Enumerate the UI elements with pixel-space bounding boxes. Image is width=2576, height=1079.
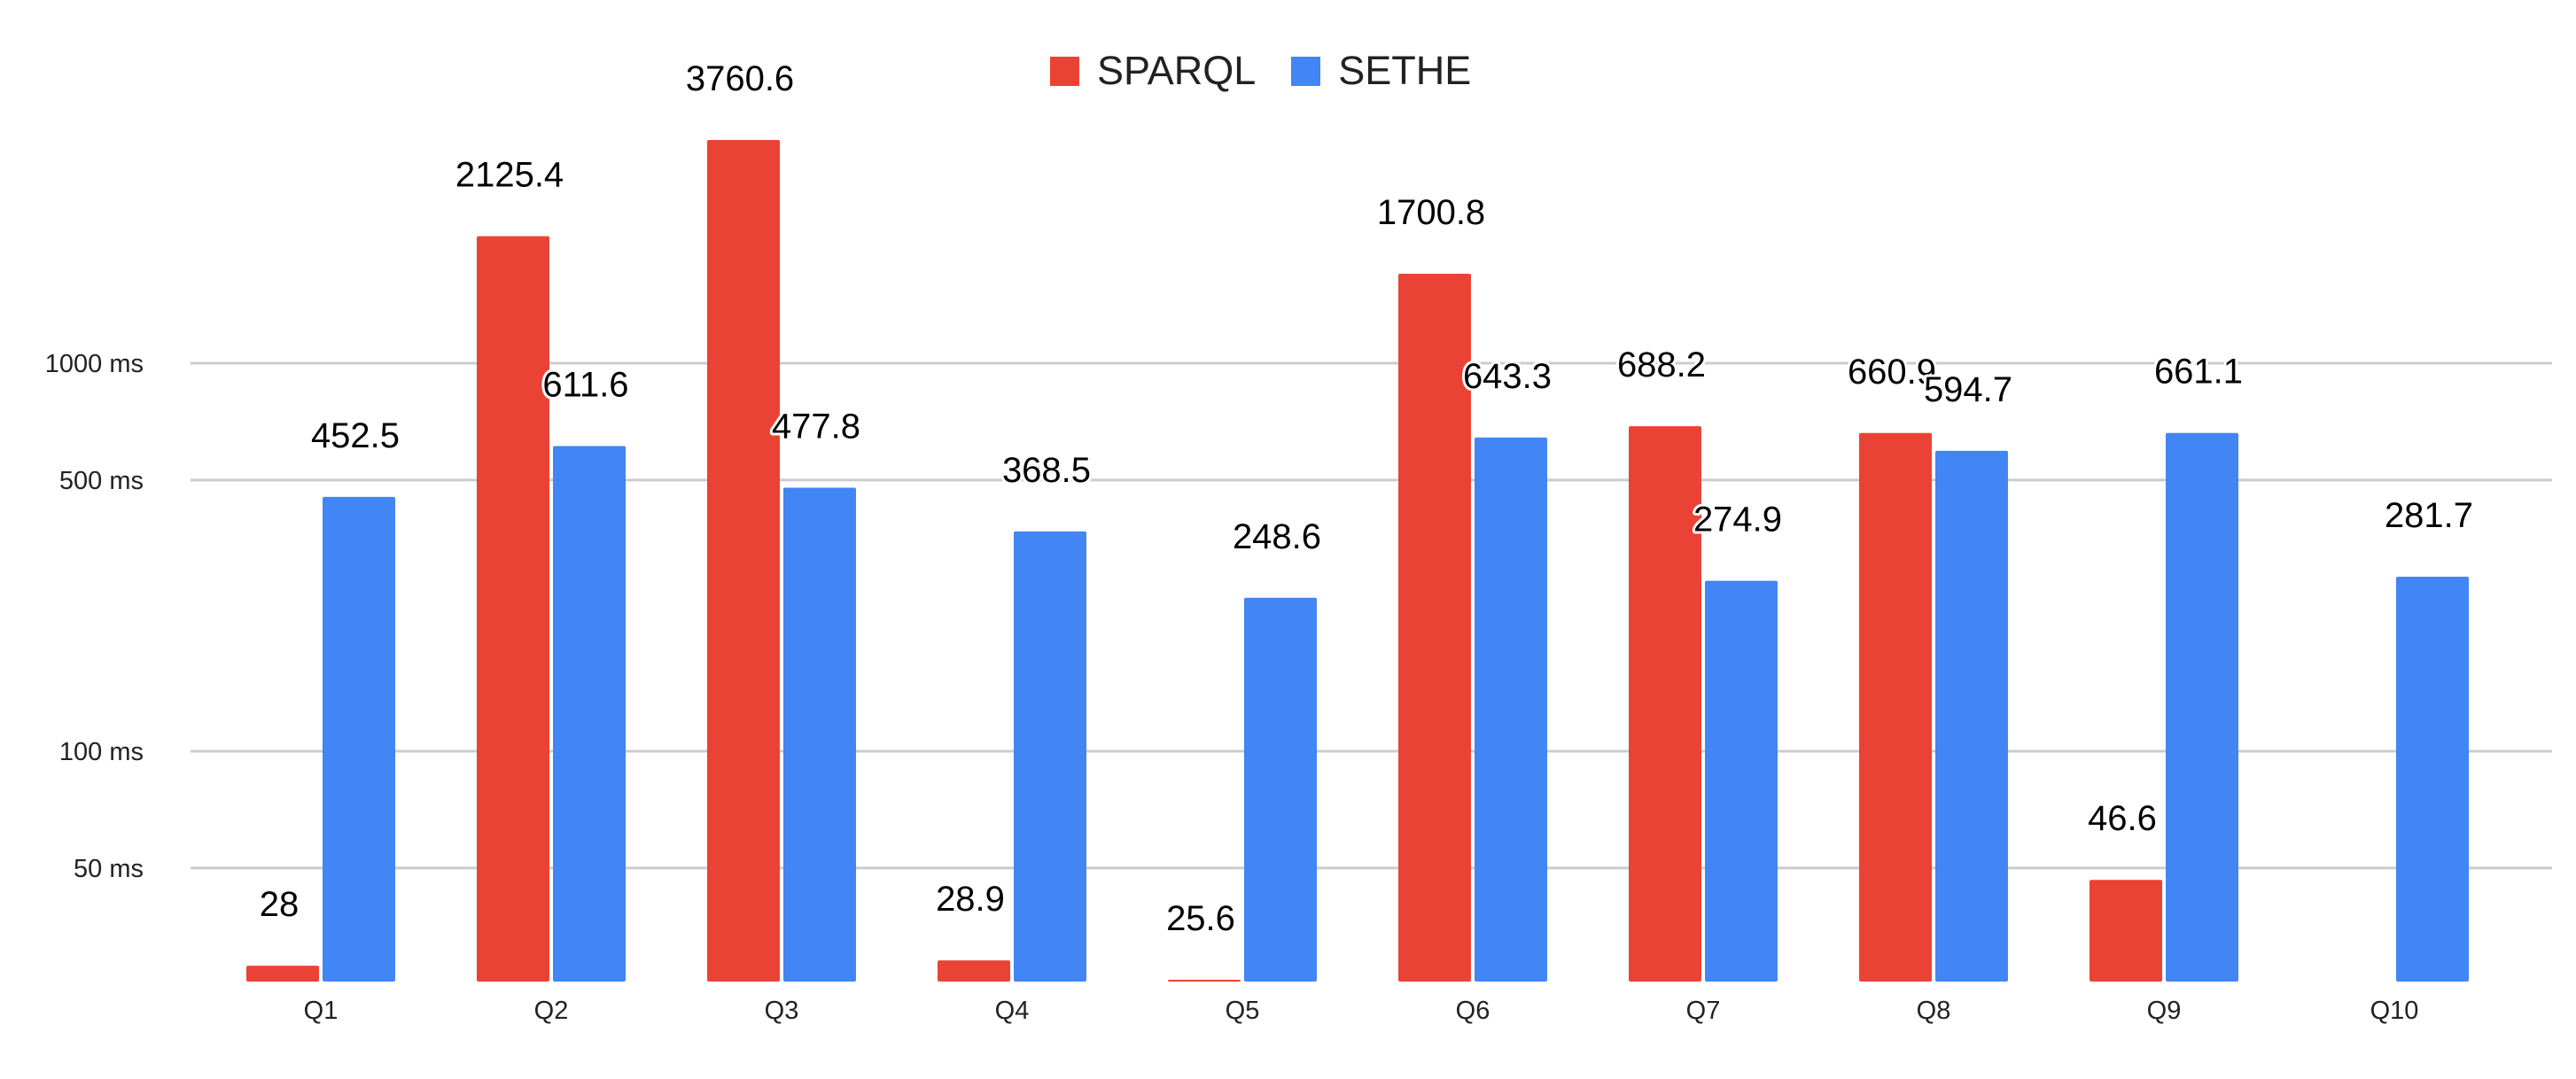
data-label-sparql-q4: 28.9: [936, 880, 1005, 919]
legend-swatch-sparql: [1050, 56, 1079, 86]
data-label-sethe-q7: 274.9: [1693, 501, 1782, 540]
x-tick-label: Q7: [1686, 997, 1721, 1025]
data-label-sethe-q4: 368.5: [1002, 451, 1091, 490]
y-axis: 50 ms 100 ms 500 ms 1000 ms: [45, 350, 144, 883]
legend-label-sparql: SPARQL: [1097, 48, 1257, 93]
y-tick-label: 100 ms: [59, 738, 144, 766]
y-tick-label: 500 ms: [59, 467, 144, 495]
x-tick-label: Q4: [995, 997, 1030, 1025]
x-tick-label: Q3: [765, 997, 799, 1025]
data-label-sparql-q1: 28: [260, 885, 300, 924]
bar-sparql-q4[interactable]: [938, 960, 1010, 982]
legend-item-sparql[interactable]: SPARQL: [1050, 48, 1256, 94]
data-label-sethe-q10: 281.7: [2385, 496, 2473, 535]
y-tick-label: 50 ms: [74, 855, 144, 883]
x-tick-label: Q10: [2370, 997, 2419, 1025]
data-labels: 28 452.5 2125.4 611.6 3760.6 477.8 28.9 368.5 25…: [257, 57, 2476, 941]
bar-sparql-q1[interactable]: [246, 966, 319, 982]
bar-sethe-q4[interactable]: [1014, 531, 1086, 982]
bar-sparql-q3[interactable]: [707, 140, 780, 982]
bar-sethe-q10[interactable]: [2396, 576, 2469, 982]
data-label-sparql-q5: 25.6: [1166, 899, 1235, 938]
data-label-sethe-q2: 611.6: [542, 366, 628, 405]
y-tick-label: 1000 ms: [45, 350, 144, 378]
bar-sparql-q7[interactable]: [1629, 426, 1701, 982]
x-tick-label: Q2: [534, 997, 569, 1025]
bar-sethe-q3[interactable]: [783, 487, 856, 982]
data-label-sethe-q5: 248.6: [1233, 517, 1321, 556]
bar-sparql-q5[interactable]: [1168, 980, 1241, 982]
x-tick-label: Q9: [2147, 997, 2182, 1025]
bars: [246, 140, 2469, 982]
data-label-sparql-q2: 2125.4: [455, 156, 564, 195]
bar-sparql-q9[interactable]: [2090, 880, 2162, 982]
bar-sparql-q8[interactable]: [1859, 432, 1932, 982]
x-tick-label: Q8: [1917, 997, 1951, 1025]
legend: SPARQL SETHE: [1050, 48, 1506, 94]
data-label-sparql-q9: 46.6: [2088, 799, 2157, 838]
data-label-sparql-q8: 660.9: [1848, 353, 1936, 392]
data-label-sethe-q1: 452.5: [311, 416, 400, 455]
bar-sethe-q5[interactable]: [1244, 597, 1317, 982]
x-tick-label: Q6: [1456, 997, 1490, 1025]
data-label-sethe-q3: 477.8: [772, 407, 860, 446]
data-label-sparql-q3: 3760.6: [686, 59, 794, 98]
x-tick-label: Q1: [304, 997, 339, 1025]
data-label-sethe-q8: 594.7: [1924, 370, 2012, 409]
data-label-sparql-q7: 688.2: [1617, 345, 1706, 384]
legend-item-sethe[interactable]: SETHE: [1291, 48, 1471, 94]
bar-sethe-q7[interactable]: [1705, 580, 1778, 982]
data-label-sethe-q9: 661.1: [2154, 353, 2243, 392]
legend-label-sethe: SETHE: [1338, 48, 1472, 93]
bar-sethe-q1[interactable]: [323, 496, 395, 982]
legend-swatch-sethe: [1291, 56, 1321, 86]
bar-sethe-q8[interactable]: [1935, 450, 2008, 982]
data-label-sparql-q6: 1700.8: [1377, 193, 1485, 232]
bar-sethe-q2[interactable]: [553, 446, 626, 982]
x-axis: Q1 Q2 Q3 Q4 Q5 Q6 Q7 Q8 Q9 Q10: [304, 997, 2419, 1025]
bar-sethe-q9[interactable]: [2166, 432, 2238, 982]
data-label-sethe-q6: 643.3: [1463, 357, 1552, 396]
bar-sethe-q6[interactable]: [1475, 437, 1547, 982]
bar-sparql-q6[interactable]: [1398, 273, 1471, 982]
x-tick-label: Q5: [1226, 997, 1260, 1025]
bar-sparql-q2[interactable]: [477, 236, 549, 982]
